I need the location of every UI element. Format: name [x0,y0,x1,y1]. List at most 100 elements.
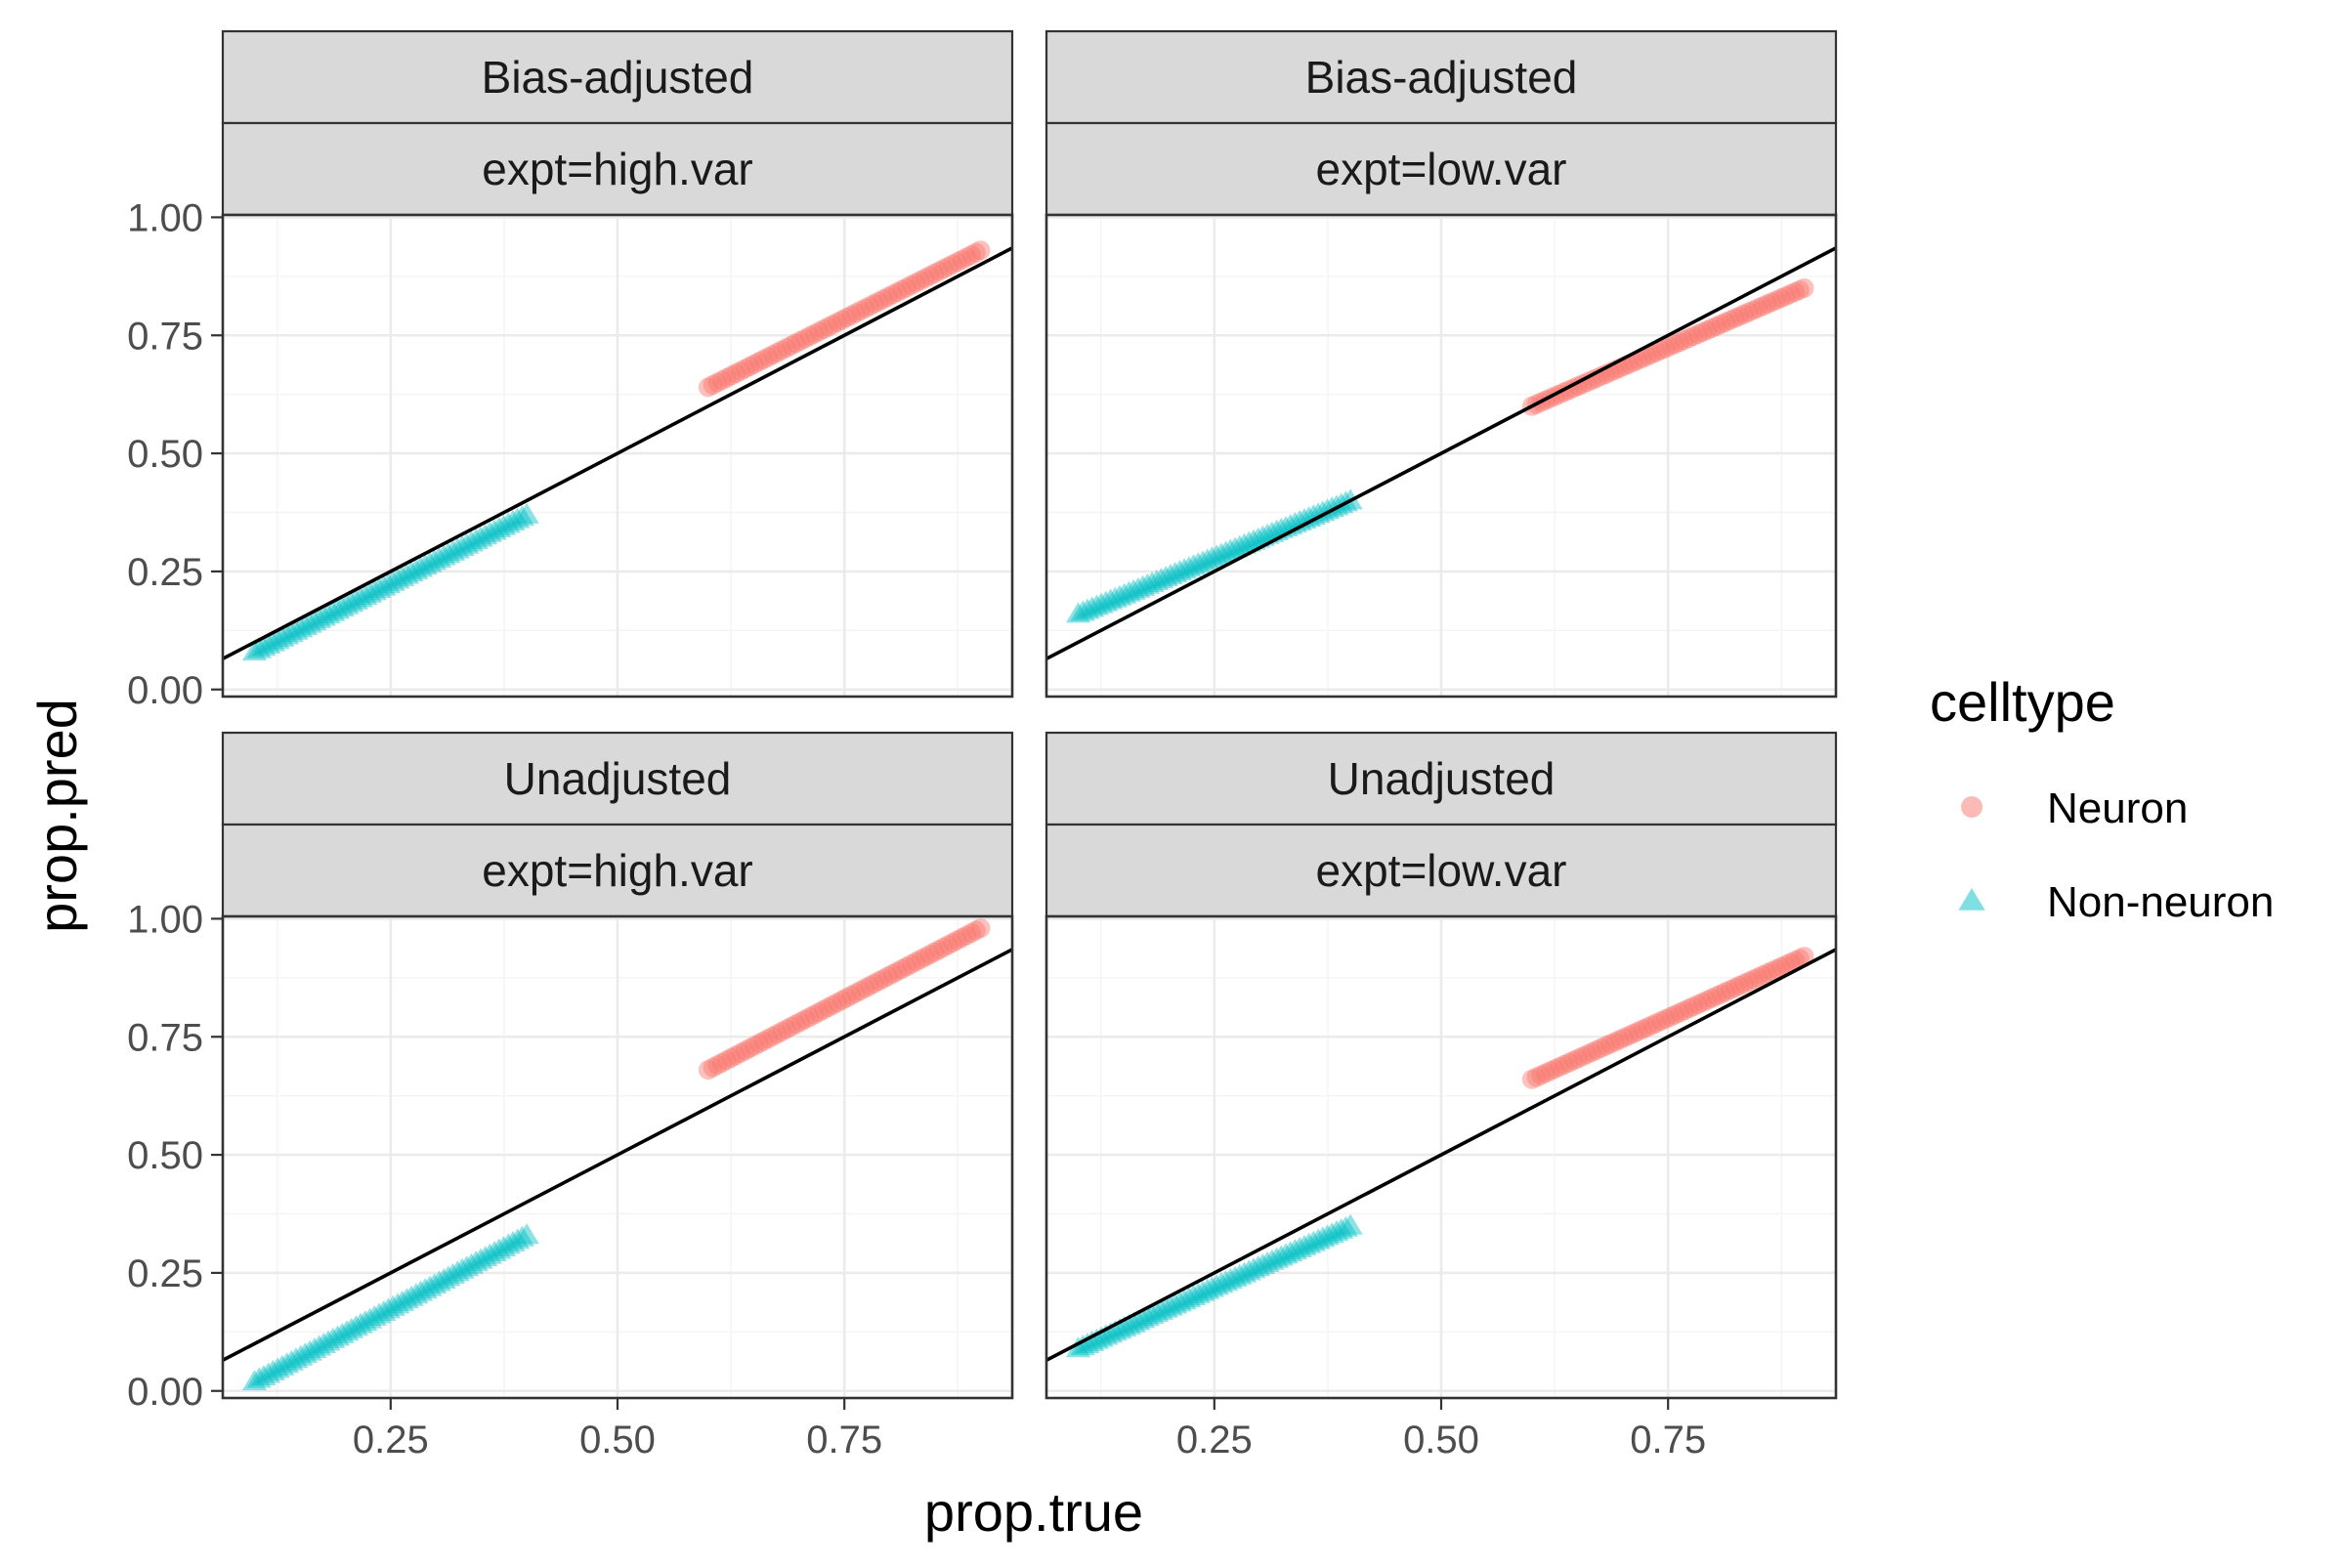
point-neuron [1738,971,1759,992]
point-non-neuron [316,603,341,624]
y-tick-label: 0.50 [127,433,203,476]
point-neuron [1697,990,1718,1010]
point-neuron [1642,1015,1662,1036]
point-non-neuron [505,507,531,529]
point-neuron [1697,319,1718,340]
point-non-neuron [385,1293,410,1314]
point-neuron [1770,288,1791,309]
y-tick-label: 1.00 [127,898,203,941]
point-non-neuron [1065,602,1091,623]
point-neuron [1767,958,1787,979]
point-non-neuron [1148,1298,1174,1320]
point-neuron [1706,986,1727,1006]
point-non-neuron [1305,502,1331,524]
point-neuron [1762,960,1782,981]
point-non-neuron [324,1325,351,1346]
point-non-neuron [1250,525,1276,546]
point-neuron [721,365,742,386]
point-neuron [735,359,755,379]
point-non-neuron [454,1255,480,1277]
point-non-neuron [1241,529,1266,550]
facet-panel: Bias-adjusted expt=low.var [1045,29,1838,699]
point-neuron [1684,996,1704,1017]
point-non-neuron [1107,584,1132,606]
point-neuron [965,242,986,263]
point-neuron [874,968,894,989]
point-non-neuron [1217,1267,1243,1289]
point-neuron [855,298,875,318]
point-non-neuron [436,1265,461,1287]
point-non-neuron [495,512,521,533]
point-non-neuron [348,1312,373,1334]
point-neuron [772,340,792,360]
point-non-neuron [1250,1253,1276,1275]
point-neuron [860,296,880,317]
point-neuron [1596,1036,1616,1056]
point-non-neuron [1167,560,1192,581]
point-non-neuron [487,1238,512,1259]
point-neuron [965,920,986,941]
facet-strip-method [221,731,1014,826]
point-neuron [707,1055,728,1076]
point-non-neuron [380,570,405,591]
point-non-neuron [1084,1328,1109,1349]
point-non-neuron [1134,572,1160,594]
point-neuron [947,252,967,273]
point-neuron [753,1031,774,1051]
plot-content [223,215,1012,697]
y-axis-title: prop.pred [26,699,88,933]
point-non-neuron [274,1352,300,1374]
point-neuron [1679,328,1699,349]
point-neuron [1521,1069,1542,1089]
point-neuron [1619,1026,1640,1046]
point-non-neuron [357,1307,383,1329]
point-neuron [818,997,838,1018]
point-non-neuron [394,1288,419,1309]
point-non-neuron [1139,1303,1165,1325]
point-neuron [1628,1021,1648,1041]
point-non-neuron [394,563,419,584]
point-neuron [1738,302,1759,322]
point-non-neuron [1070,600,1095,621]
point-non-neuron [440,1262,466,1284]
point-non-neuron [468,526,493,547]
point-non-neuron [1333,1215,1359,1237]
point-neuron [943,254,963,275]
point-neuron [1646,342,1667,362]
point-non-neuron [292,1342,319,1364]
point-non-neuron [490,514,517,535]
x-tick-label: 0.25 [353,1419,429,1462]
point-non-neuron [1080,1330,1105,1351]
point-neuron [961,922,982,943]
point-neuron [874,289,894,310]
point-neuron [887,961,908,982]
point-neuron [1785,282,1806,303]
point-neuron [740,357,760,377]
point-non-neuron [1263,1247,1290,1268]
point-non-neuron [288,616,314,638]
point-non-neuron [1121,578,1146,600]
point-non-neuron [1070,1335,1095,1356]
point-neuron [1725,978,1745,998]
facet-panel: Unadjusted expt=high.var [221,731,1014,1400]
point-non-neuron [1209,1272,1234,1293]
y-tick-label: 0.25 [127,551,203,594]
point-neuron [1669,332,1689,353]
point-non-neuron [260,1359,285,1380]
point-neuron [841,305,862,325]
point-non-neuron [482,519,507,540]
point-non-neuron [468,1248,493,1269]
point-non-neuron [311,605,336,626]
point-neuron [1752,965,1772,986]
facet-strip-expt [221,823,1014,918]
point-non-neuron [307,1335,332,1356]
point-non-neuron [334,593,360,614]
point-non-neuron [1231,532,1258,554]
point-neuron [1633,1019,1653,1039]
point-neuron [901,954,921,974]
point-non-neuron [1190,1280,1215,1301]
point-non-neuron [1121,1311,1146,1333]
point-neuron [1642,344,1662,364]
point-non-neuron [1214,540,1239,562]
point-neuron [781,1016,801,1037]
